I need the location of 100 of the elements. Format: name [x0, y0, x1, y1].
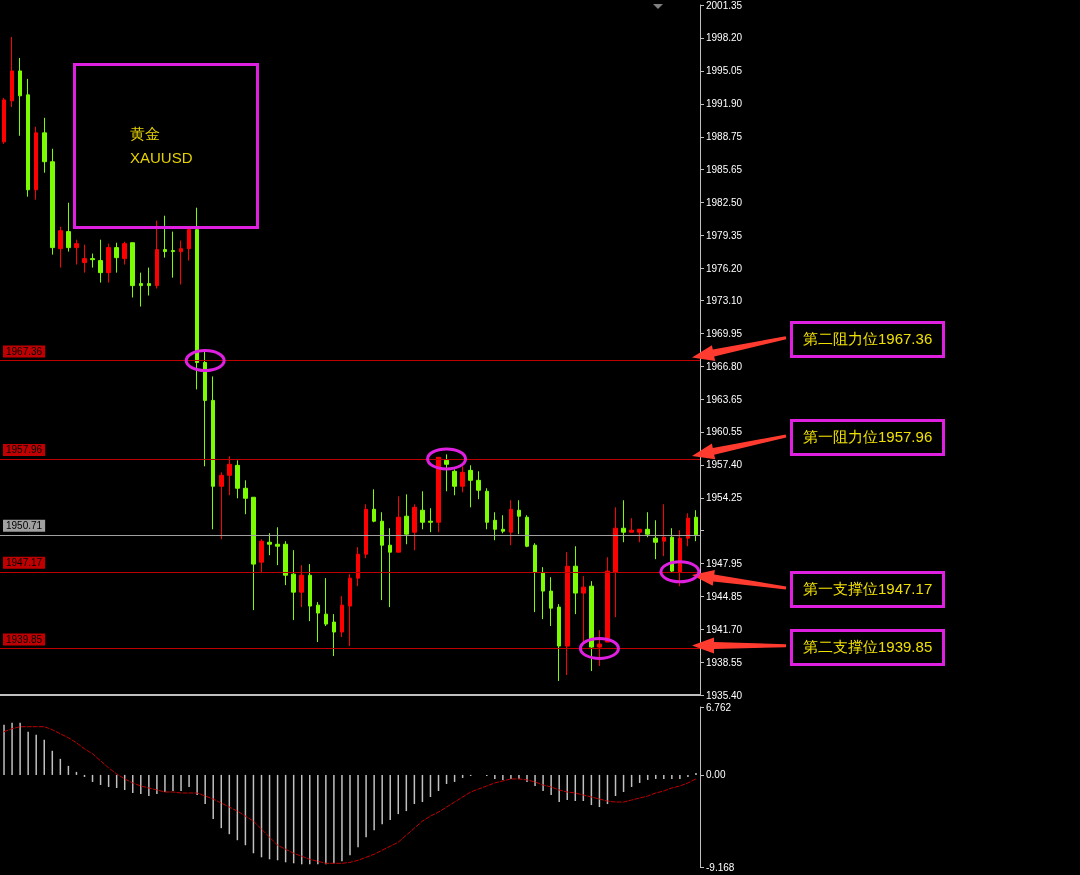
candlestick — [130, 242, 135, 299]
candlestick — [139, 272, 143, 308]
candlestick — [605, 556, 610, 643]
candlestick — [179, 240, 183, 286]
candlestick — [396, 495, 401, 553]
candlestick — [581, 575, 586, 643]
y-tick-label: 1938.55 — [706, 656, 743, 668]
candlestick — [219, 471, 224, 540]
candlestick — [227, 455, 232, 496]
candlestick — [10, 36, 14, 108]
text: 第一支撑位1947.17 — [790, 571, 946, 609]
candlestick — [493, 511, 497, 541]
y-tick-label: 1998.20 — [706, 32, 743, 44]
candlestick — [597, 629, 602, 667]
candlestick — [243, 479, 248, 515]
candlestick — [678, 529, 682, 587]
candlestick — [509, 499, 513, 546]
candlestick — [26, 78, 30, 198]
line-series — [3, 726, 697, 864]
candlestick — [485, 487, 489, 530]
candlestick — [171, 231, 175, 279]
candlestick — [444, 453, 449, 492]
candlestick — [356, 546, 360, 587]
candlestick — [380, 511, 384, 601]
candlestick — [42, 117, 47, 174]
candlestick — [388, 527, 392, 608]
candlestick — [557, 603, 561, 682]
candlestick — [155, 220, 159, 290]
y-tick-label: 1963.65 — [706, 393, 743, 405]
candlestick — [565, 551, 570, 676]
candlestick — [58, 226, 63, 269]
candlestick — [34, 126, 38, 201]
candlestick — [670, 527, 674, 573]
y-tick-label: 1991.90 — [706, 98, 743, 110]
candlestick — [259, 538, 264, 573]
candlestick — [452, 468, 457, 496]
y-tick-label: 1982.50 — [706, 196, 743, 208]
candlestick — [299, 564, 304, 608]
candlestick — [283, 540, 288, 586]
y-tick-label: -9.168 — [706, 861, 735, 873]
y-tick-label: 1995.05 — [706, 65, 743, 77]
candlestick — [106, 243, 111, 284]
candlestick — [629, 517, 634, 533]
candlestick — [50, 148, 55, 256]
ref-line-label: 1950.71 — [6, 520, 43, 532]
y-tick-label: 1947.95 — [706, 558, 743, 570]
y-tick-label: 1979.35 — [706, 229, 743, 241]
candlestick — [501, 514, 505, 534]
candlestick — [372, 488, 376, 523]
y-tick-label: 6.762 — [706, 701, 732, 713]
y-tick-label: 1957.40 — [706, 459, 743, 471]
candlestick — [525, 514, 529, 548]
candlestick — [332, 613, 336, 657]
candlestick — [589, 580, 594, 672]
candlestick — [308, 563, 312, 622]
candlestick — [74, 239, 79, 266]
candlestick — [18, 57, 22, 137]
y-tick-label: 1935.40 — [706, 689, 743, 701]
y-tick-label: 1954.25 — [706, 492, 743, 504]
candlestick — [662, 503, 666, 557]
candlestick — [613, 506, 618, 618]
candlestick — [412, 503, 417, 551]
ref-line-label: 1967.36 — [6, 346, 43, 358]
candlestick — [637, 528, 642, 543]
candlestick — [163, 215, 167, 259]
y-tick-label: 0.00 — [706, 769, 726, 781]
candlestick — [324, 577, 328, 627]
candlestick — [275, 526, 280, 566]
candlestick — [468, 464, 473, 508]
y-tick-label: 1960.55 — [706, 426, 743, 438]
candlestick — [90, 253, 95, 269]
candlestick — [114, 242, 119, 274]
candlestick — [291, 549, 296, 621]
y-tick-label: 1966.80 — [706, 360, 743, 372]
text: 黄金 — [130, 124, 161, 144]
y-tick-label: 1944.85 — [706, 590, 743, 602]
candlestick — [235, 459, 240, 499]
y-tick-label: 1976.20 — [706, 262, 743, 274]
ref-line-label: 1947.17 — [6, 557, 43, 569]
candlestick — [653, 519, 658, 560]
candlestick — [316, 601, 320, 643]
candlestick — [436, 456, 441, 533]
candlestick — [2, 97, 6, 145]
candlestick — [404, 493, 409, 545]
candlestick — [211, 375, 215, 530]
text: 第二支撑位1939.85 — [790, 628, 946, 666]
candlestick — [420, 490, 425, 530]
candlestick — [428, 507, 433, 533]
y-tick-label: 1985.65 — [706, 163, 743, 175]
candlestick — [686, 512, 690, 547]
candlestick — [573, 545, 578, 615]
candlestick — [348, 573, 352, 647]
ref-line-label: 1939.85 — [6, 633, 43, 645]
y-tick-label: 1988.75 — [706, 131, 743, 143]
candlestick — [460, 465, 465, 493]
candlestick — [147, 267, 151, 297]
candlestick — [340, 595, 344, 638]
candlestick — [645, 511, 650, 538]
y-tick-label: 1941.70 — [706, 623, 743, 635]
candlestick — [267, 532, 272, 556]
